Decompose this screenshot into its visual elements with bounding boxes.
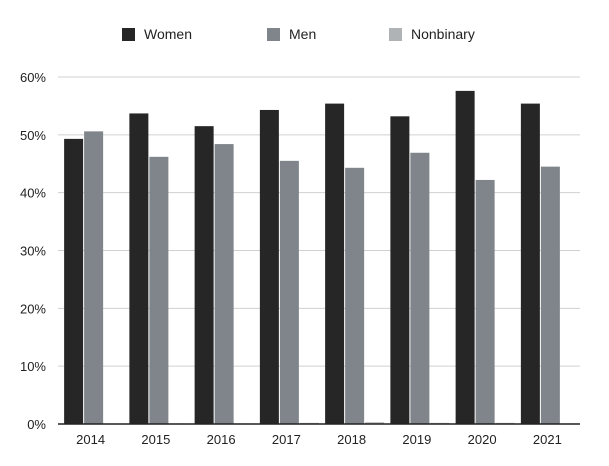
y-tick-label: 50% — [20, 128, 46, 143]
x-tick-label: 2020 — [468, 432, 497, 447]
legend-item-men: Men — [267, 22, 316, 46]
y-tick-label: 20% — [20, 301, 46, 316]
bars — [64, 90, 580, 425]
bar-women-2021 — [520, 103, 540, 424]
legend-label-nonbinary: Nonbinary — [411, 26, 475, 42]
x-tick-label: 2017 — [272, 432, 301, 447]
x-tick-label: 2018 — [337, 432, 366, 447]
legend: Women Men Nonbinary — [0, 22, 609, 46]
bar-men-2015 — [149, 156, 169, 424]
x-tick-label: 2019 — [402, 432, 431, 447]
legend-item-women: Women — [122, 22, 192, 46]
x-tick-label: 2021 — [533, 432, 562, 447]
bar-men-2018 — [345, 167, 365, 424]
y-tick-label: 10% — [20, 359, 46, 374]
legend-label-women: Women — [144, 26, 192, 42]
bar-women-2018 — [325, 103, 345, 424]
bar-women-2014 — [64, 138, 84, 425]
y-tick-label: 40% — [20, 186, 46, 201]
bar-men-2020 — [475, 179, 495, 424]
bar-men-2016 — [214, 144, 234, 424]
bar-women-2015 — [129, 113, 149, 424]
bar-men-2017 — [279, 160, 299, 424]
bar-men-2019 — [410, 152, 430, 425]
legend-item-nonbinary: Nonbinary — [389, 22, 475, 46]
legend-swatch-women — [122, 27, 135, 41]
legend-label-men: Men — [289, 26, 317, 42]
x-tick-label: 2016 — [207, 432, 236, 447]
bar-men-2014 — [84, 131, 104, 424]
x-tick-label: 2014 — [76, 432, 105, 447]
y-axis-ticks: 0% 10% 20% 30% 40% 50% 60% — [20, 70, 46, 432]
bar-women-2020 — [455, 90, 475, 424]
bar-nonbinary-2018 — [365, 422, 385, 424]
bar-women-2016 — [194, 126, 214, 425]
bar-men-2021 — [540, 166, 560, 424]
bar-women-2019 — [390, 116, 410, 425]
legend-swatch-men — [267, 27, 280, 41]
legend-swatch-nonbinary — [389, 27, 402, 41]
y-tick-label: 30% — [20, 244, 46, 259]
y-tick-label: 0% — [27, 417, 46, 432]
x-tick-label: 2015 — [141, 432, 170, 447]
x-axis-ticks: 2014 2015 2016 2017 2018 2019 2020 2021 — [76, 432, 562, 447]
y-tick-label: 60% — [20, 70, 46, 85]
bar-women-2017 — [259, 109, 279, 424]
